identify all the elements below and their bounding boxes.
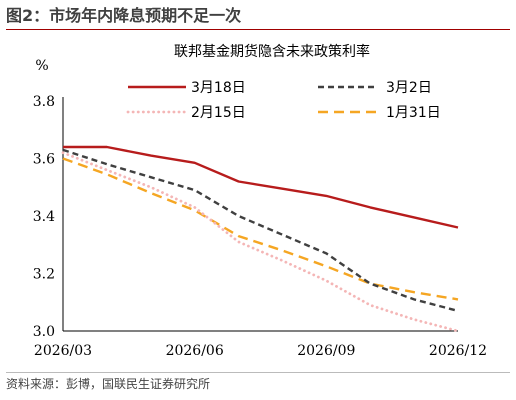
figure-title: 图2：市场年内降息预期不足一次: [6, 3, 510, 30]
x-tick-label: 2026/09: [297, 343, 355, 359]
chart-title: 联邦基金期货隐含未来政策利率: [174, 43, 370, 60]
y-tick-label: 3.4: [33, 209, 55, 225]
legend-label: 1月31日: [386, 105, 441, 121]
x-tick-label: 2026/06: [166, 343, 224, 359]
line-chart: 联邦基金期货隐含未来政策利率 % 3.0 3.2 3.4 3.6 3.8 2026/03 2…: [33, 43, 487, 359]
axes: 3.0 3.2 3.4 3.6 3.8 2026/03 2026/06 2026/09 2026…: [33, 94, 487, 359]
x-tick-label: 2026/03: [34, 343, 92, 359]
legend-label: 3月18日: [191, 80, 246, 96]
y-tick-label: 3.2: [33, 267, 55, 283]
series-line-4: [62, 157, 459, 301]
legend-label: 2月15日: [191, 105, 246, 121]
y-axis-unit: %: [35, 58, 48, 74]
series-layer: [61, 145, 460, 333]
y-tick-label: 3.6: [33, 152, 55, 168]
source-note: 资料来源：彭博，国联民生证券研究所: [6, 372, 510, 395]
series-line-3: [61, 151, 460, 333]
legend-label: 3月2日: [386, 80, 432, 96]
legend: 3月18日 3月2日 2月15日 1月31日: [126, 80, 441, 121]
x-tick-label: 2026/12: [429, 343, 487, 359]
series-line-2: [62, 148, 459, 313]
y-tick-label: 3.0: [33, 324, 55, 340]
series-line-1: [63, 145, 459, 229]
y-tick-label: 3.8: [33, 94, 55, 110]
